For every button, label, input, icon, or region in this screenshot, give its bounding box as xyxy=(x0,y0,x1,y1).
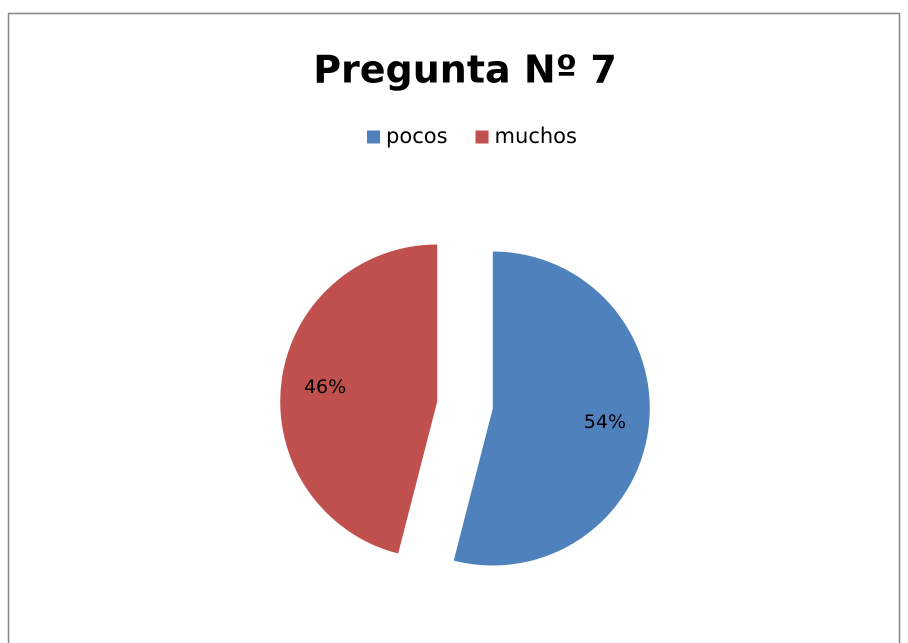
chart-title: Pregunta Nº 7 xyxy=(313,48,617,92)
pie-slice xyxy=(453,251,650,566)
legend-label: muchos xyxy=(495,124,577,148)
pie-slice xyxy=(280,244,438,554)
legend-swatch xyxy=(367,130,381,144)
data-label: 46% xyxy=(304,376,346,398)
legend-swatch xyxy=(475,130,489,144)
data-label: 54% xyxy=(584,411,626,433)
chart-frame xyxy=(7,12,901,643)
legend-label: pocos xyxy=(386,124,448,148)
